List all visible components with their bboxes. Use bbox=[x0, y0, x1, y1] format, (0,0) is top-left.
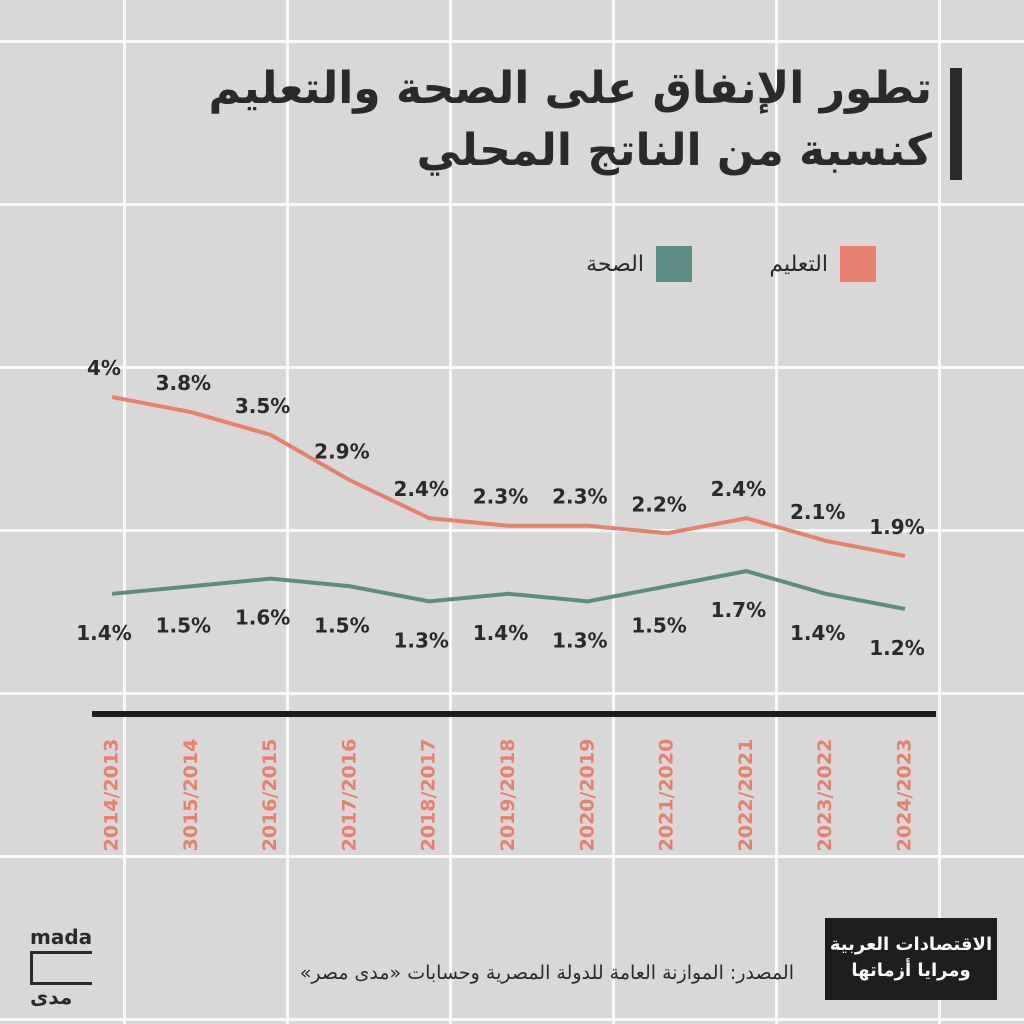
data-label: 2.3% bbox=[552, 485, 607, 509]
data-label: 1.4% bbox=[473, 621, 528, 645]
series-badge: الاقتصادات العربية ومرايا أزماتها bbox=[825, 918, 997, 1000]
x-tick-label: 2021/2020 bbox=[656, 739, 678, 852]
legend-label-education: التعليم bbox=[769, 251, 828, 277]
legend-swatch-education bbox=[840, 246, 876, 282]
logo-box bbox=[30, 951, 92, 985]
source-note: المصدر: الموازنة العامة للدولة المصرية و… bbox=[299, 962, 794, 984]
data-label: 1.5% bbox=[631, 613, 686, 637]
data-label: 2.3% bbox=[473, 485, 528, 509]
x-tick-label: 2017/2016 bbox=[338, 739, 360, 852]
chart-title: تطور الإنفاق على الصحة والتعليم كنسبة من… bbox=[208, 63, 932, 176]
badge-line-2: ومرايا أزماتها bbox=[851, 960, 971, 981]
data-label: 1.4% bbox=[76, 621, 131, 645]
data-label: 1.7% bbox=[711, 598, 766, 622]
logo-arabic: مدى bbox=[30, 985, 73, 1009]
data-label: 2.4% bbox=[393, 477, 448, 501]
data-label: 2.4% bbox=[711, 477, 766, 501]
series-line-health bbox=[111, 569, 906, 611]
x-tick-label: 2014/2013 bbox=[101, 739, 123, 852]
x-tick-label: 2024/2023 bbox=[894, 739, 916, 852]
title-accent-bar bbox=[950, 68, 962, 180]
x-tick-label: 3015/2014 bbox=[180, 739, 202, 852]
data-label: 1.5% bbox=[314, 613, 369, 637]
legend-item-health: الصحة bbox=[586, 246, 692, 282]
series-line-education bbox=[111, 395, 906, 558]
legend-item-education: التعليم bbox=[769, 246, 876, 282]
data-label: 3.8% bbox=[156, 371, 211, 395]
x-tick-label: 2019/2018 bbox=[497, 739, 519, 852]
data-label: 1.6% bbox=[235, 606, 290, 630]
badge-line-1: الاقتصادات العربية bbox=[829, 934, 993, 955]
x-tick-label: 2016/2015 bbox=[259, 739, 281, 852]
data-label: 1.3% bbox=[393, 628, 448, 652]
legend-swatch-health bbox=[656, 246, 692, 282]
x-tick-label: 2023/2022 bbox=[814, 739, 836, 852]
data-label: 1.5% bbox=[156, 613, 211, 637]
data-label: 1.9% bbox=[869, 515, 924, 539]
x-tick-label: 2018/2017 bbox=[418, 739, 440, 852]
data-label: 2.2% bbox=[631, 492, 686, 516]
data-label: 1.2% bbox=[869, 636, 924, 660]
logo-text: mada bbox=[30, 925, 93, 949]
x-tick-label: 2022/2021 bbox=[735, 739, 757, 852]
legend-label-health: الصحة bbox=[586, 251, 644, 277]
mada-logo: mada مدى bbox=[30, 925, 92, 1009]
data-label: 3.5% bbox=[235, 394, 290, 418]
data-label: 2.1% bbox=[790, 500, 845, 524]
x-tick-label: 2020/2019 bbox=[576, 739, 598, 852]
data-label: 2.9% bbox=[314, 439, 369, 463]
data-label: 1.4% bbox=[790, 621, 845, 645]
data-label: 4% bbox=[87, 356, 121, 380]
data-label: 1.3% bbox=[552, 628, 607, 652]
